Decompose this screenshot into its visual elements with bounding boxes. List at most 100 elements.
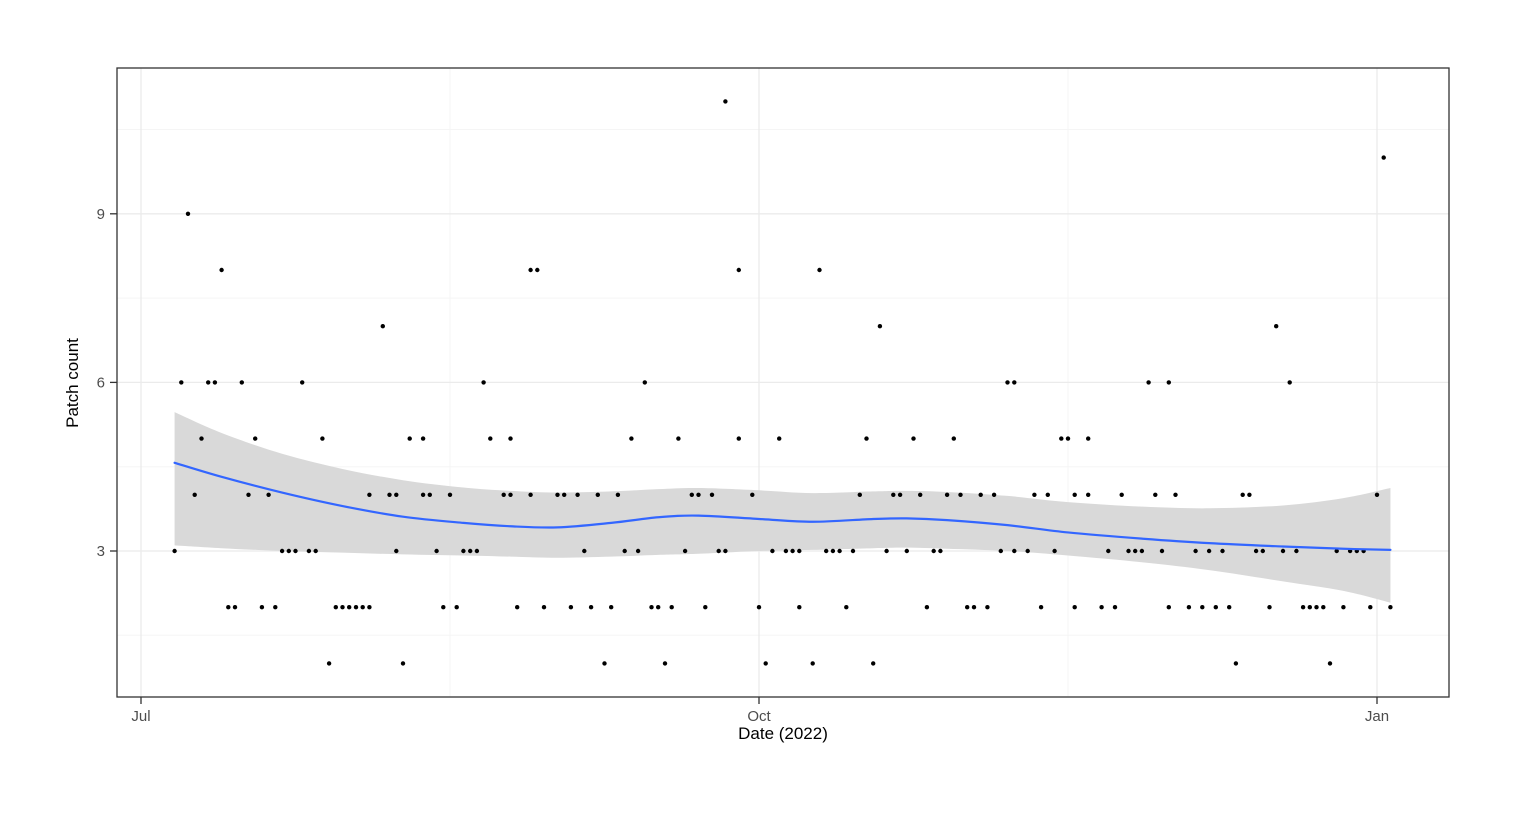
data-point [1166,380,1172,385]
data-point [958,492,963,497]
data-point [1146,380,1151,385]
data-point [400,661,406,666]
data-point [219,267,224,273]
data-point [1314,605,1319,610]
data-point [1374,492,1380,497]
data-point [1280,548,1286,554]
data-point [924,605,930,610]
data-point [635,548,641,554]
data-point [1227,605,1232,610]
data-point [1166,605,1172,610]
data-point [609,605,614,610]
x-tick-label: Jan [1365,708,1389,725]
data-point [622,548,627,554]
data-point [1200,605,1205,610]
data-point [380,324,385,329]
data-point [420,436,426,441]
data-point [1106,548,1111,554]
x-tick-label: Oct [747,708,771,725]
data-point [1274,324,1279,329]
data-point [1206,548,1212,554]
data-point [508,436,513,441]
data-point [1193,548,1198,554]
data-point [877,324,883,329]
data-point [300,380,305,385]
data-point [185,211,191,216]
data-point [904,548,909,554]
data-point [669,605,674,610]
data-point [266,492,271,497]
data-point [1253,548,1259,554]
data-point [333,605,338,610]
scatter-points [172,99,1393,666]
data-point [1159,548,1165,554]
data-point [662,661,668,666]
data-point [541,605,547,610]
data-point [723,548,728,554]
data-point [736,436,741,441]
data-point [326,661,332,666]
data-point [461,548,466,554]
data-point [790,548,795,554]
data-point [918,492,923,497]
data-point [1233,661,1239,666]
data-point [763,661,768,666]
data-point [1112,605,1118,610]
data-point [259,605,265,610]
data-point [985,605,990,610]
data-point [253,436,258,441]
data-point [716,548,721,554]
data-point [897,492,903,497]
data-point [830,548,836,554]
data-point [911,436,916,441]
axis-ticks [110,213,1378,704]
data-point [367,605,372,610]
data-point [179,380,184,385]
data-point [387,492,392,497]
data-point [293,548,298,554]
smooth-line [173,461,1392,551]
data-point [575,492,580,497]
data-point [965,605,970,610]
data-point [501,492,506,497]
data-point [703,605,708,610]
data-point [1133,548,1138,554]
data-point [447,492,453,497]
data-point [407,436,412,441]
data-point [474,548,480,554]
data-point [468,548,473,554]
data-point [723,99,728,104]
data-point [864,436,869,441]
data-point [1025,548,1030,554]
data-point [824,548,829,554]
data-point [951,436,956,441]
data-point [1388,605,1393,610]
data-point [770,548,775,554]
data-point [1220,548,1225,554]
data-point [1341,605,1346,610]
data-point [709,492,715,497]
data-point [273,605,278,610]
data-point [1260,548,1266,554]
data-point [971,605,977,610]
data-point [998,548,1003,554]
data-point [306,548,312,554]
data-point [1327,661,1333,666]
data-point [434,548,439,554]
data-point [837,548,842,554]
data-point [367,492,372,497]
data-point [891,492,896,497]
data-point [602,661,607,666]
data-point [777,436,782,441]
data-point [1240,492,1245,497]
data-point [1186,605,1192,610]
data-point [568,605,574,610]
y-tick-label: 9 [97,206,105,223]
data-point [857,492,862,497]
data-point [783,548,789,554]
data-point [555,492,560,497]
data-point [991,492,997,497]
data-point [850,548,856,554]
data-point [427,492,432,497]
